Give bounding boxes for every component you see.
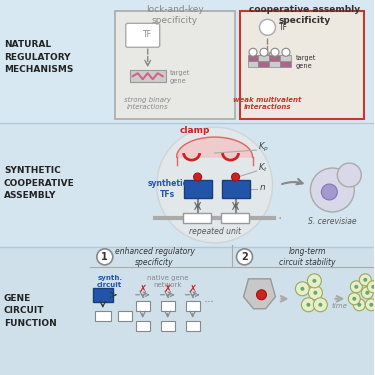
Circle shape xyxy=(296,282,309,296)
Bar xyxy=(258,61,270,67)
Bar xyxy=(118,311,132,321)
Text: enhanced regulatory
specificity: enhanced regulatory specificity xyxy=(115,247,195,267)
Circle shape xyxy=(361,287,373,299)
Circle shape xyxy=(318,303,322,307)
Text: $K_p$: $K_p$ xyxy=(258,141,268,154)
Text: clamp: clamp xyxy=(179,126,210,135)
Circle shape xyxy=(306,303,310,307)
Bar xyxy=(280,61,291,67)
FancyBboxPatch shape xyxy=(126,23,160,47)
Circle shape xyxy=(300,287,304,291)
Circle shape xyxy=(310,168,354,212)
Text: long-term
circuit stability: long-term circuit stability xyxy=(279,247,336,267)
Circle shape xyxy=(97,249,113,265)
Bar xyxy=(270,61,280,67)
Circle shape xyxy=(314,298,327,312)
Text: cooperative assembly
specificity: cooperative assembly specificity xyxy=(249,5,360,26)
Circle shape xyxy=(371,285,375,289)
Bar xyxy=(222,180,249,198)
Circle shape xyxy=(249,48,257,56)
Bar xyxy=(130,70,166,82)
Circle shape xyxy=(282,48,290,56)
Bar xyxy=(186,321,200,331)
Circle shape xyxy=(363,278,367,282)
Circle shape xyxy=(369,303,373,307)
Circle shape xyxy=(359,274,371,286)
Text: target
gene: target gene xyxy=(296,56,316,69)
Circle shape xyxy=(231,173,240,181)
Bar xyxy=(93,288,113,302)
Circle shape xyxy=(302,298,315,312)
Bar xyxy=(270,55,280,61)
Circle shape xyxy=(260,20,276,35)
Bar xyxy=(95,311,111,321)
Bar xyxy=(183,213,211,223)
Polygon shape xyxy=(177,137,252,157)
Bar xyxy=(220,213,249,223)
Circle shape xyxy=(157,127,273,243)
Text: $n$: $n$ xyxy=(260,183,267,192)
Circle shape xyxy=(314,291,317,295)
Text: synth.
circuit: synth. circuit xyxy=(97,275,122,288)
Text: 1: 1 xyxy=(101,252,108,262)
Bar xyxy=(136,301,150,311)
Text: TF: TF xyxy=(279,23,288,32)
Circle shape xyxy=(354,285,358,289)
Text: weak multivalent
interactions: weak multivalent interactions xyxy=(233,97,302,110)
Text: strong binary
interactions: strong binary interactions xyxy=(124,96,171,110)
Text: target
gene: target gene xyxy=(170,70,190,84)
Text: NATURAL
REGULATORY
MECHANISMS: NATURAL REGULATORY MECHANISMS xyxy=(4,40,74,74)
Circle shape xyxy=(365,299,375,311)
Text: ✗: ✗ xyxy=(139,284,147,294)
FancyBboxPatch shape xyxy=(115,11,234,119)
Circle shape xyxy=(271,48,279,56)
Bar xyxy=(161,321,175,331)
Circle shape xyxy=(194,173,202,181)
Text: time: time xyxy=(332,303,347,309)
Circle shape xyxy=(338,163,361,187)
Text: repeated unit: repeated unit xyxy=(189,227,241,236)
Text: 2: 2 xyxy=(241,252,248,262)
Bar xyxy=(161,301,175,311)
Bar xyxy=(280,55,291,61)
Circle shape xyxy=(256,290,267,300)
Circle shape xyxy=(367,281,375,293)
Bar xyxy=(186,301,200,311)
FancyBboxPatch shape xyxy=(240,11,364,119)
Polygon shape xyxy=(0,247,374,375)
Circle shape xyxy=(350,281,362,293)
Circle shape xyxy=(308,286,322,300)
Text: SYNTHETIC
COOPERATIVE
ASSEMBLY: SYNTHETIC COOPERATIVE ASSEMBLY xyxy=(4,166,75,200)
Bar xyxy=(248,55,258,61)
Circle shape xyxy=(312,279,316,283)
Circle shape xyxy=(352,297,356,301)
Circle shape xyxy=(237,249,252,265)
Text: synthetic
TFs: synthetic TFs xyxy=(147,179,188,199)
Text: S. cerevisiae: S. cerevisiae xyxy=(308,217,357,226)
Text: native gene
network: native gene network xyxy=(147,275,188,288)
Polygon shape xyxy=(0,123,374,247)
Circle shape xyxy=(321,184,338,200)
Circle shape xyxy=(357,303,361,307)
Text: lock-and-key
specificity: lock-and-key specificity xyxy=(146,5,204,26)
Polygon shape xyxy=(243,279,276,309)
Circle shape xyxy=(348,293,360,305)
Text: ✗: ✗ xyxy=(164,284,172,294)
Polygon shape xyxy=(0,0,374,123)
Circle shape xyxy=(260,48,268,56)
Text: $K_t$: $K_t$ xyxy=(258,162,267,174)
Bar xyxy=(136,321,150,331)
Text: ✗: ✗ xyxy=(189,284,197,294)
Text: TF: TF xyxy=(143,30,152,39)
Bar xyxy=(258,55,270,61)
Bar xyxy=(248,61,258,67)
Circle shape xyxy=(353,299,365,311)
Bar xyxy=(184,180,211,198)
Circle shape xyxy=(308,274,321,288)
Text: GENE
CIRCUIT
FUNCTION: GENE CIRCUIT FUNCTION xyxy=(4,294,57,328)
Circle shape xyxy=(365,291,369,295)
